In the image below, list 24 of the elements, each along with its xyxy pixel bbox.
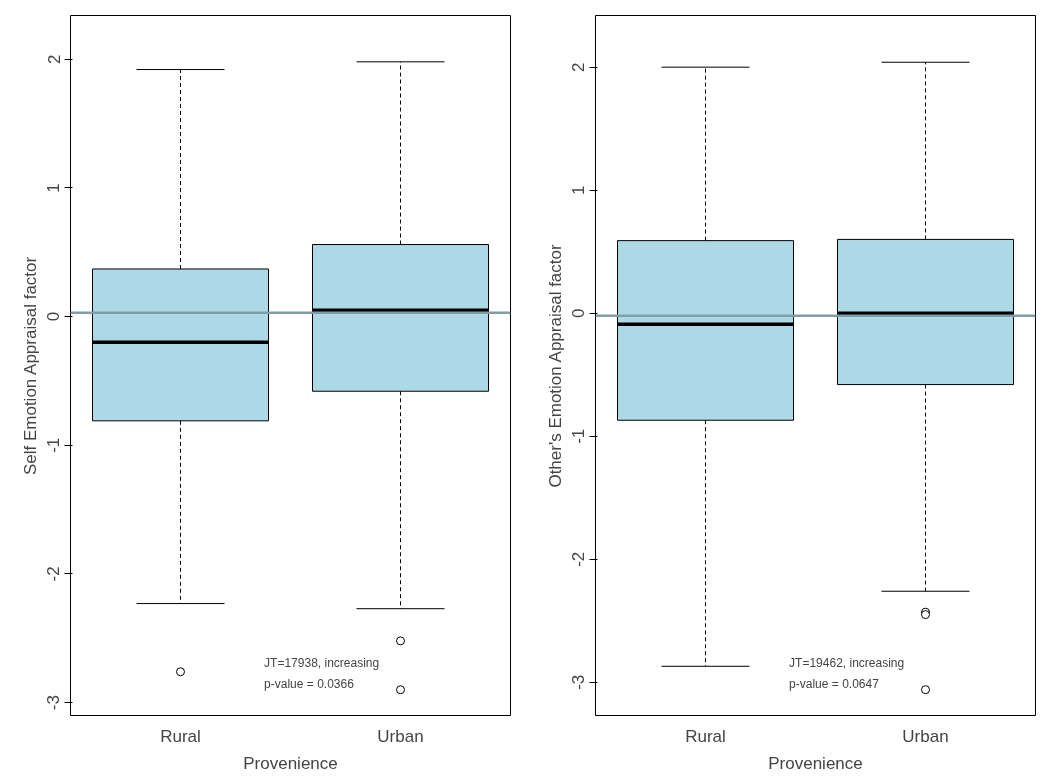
y-tick-label: 0 (569, 308, 589, 318)
annotation: p-value = 0.0366 (264, 677, 355, 691)
x-axis-title: Provenience (243, 753, 338, 773)
y-tick-label: 2 (44, 54, 64, 64)
x-axis-title: Provenience (768, 753, 863, 773)
y-tick-label: -3 (44, 695, 64, 711)
y-tick-label: 1 (44, 183, 64, 193)
y-tick-label: 1 (569, 185, 589, 195)
annotation: JT=17938, increasing (264, 656, 380, 670)
y-tick-label: -1 (44, 437, 64, 453)
y-tick-label: -3 (569, 674, 589, 690)
y-tick-label: -2 (569, 551, 589, 567)
x-tick-label: Rural (160, 726, 201, 746)
x-tick-label: Urban (902, 726, 949, 746)
y-tick-label: 2 (569, 62, 589, 72)
y-axis-title: Self Emotion Appraisal factor (20, 256, 40, 476)
y-tick-label: -1 (569, 428, 589, 444)
x-tick-label: Urban (377, 726, 424, 746)
y-tick-label: 0 (44, 311, 64, 322)
y-tick-label: -2 (44, 566, 64, 582)
x-tick-label: Rural (685, 726, 726, 746)
annotation: p-value = 0.0647 (789, 677, 880, 691)
annotation: JT=19462, increasing (789, 656, 905, 670)
y-axis-title: Other's Emotion Appraisal factor (545, 244, 565, 488)
